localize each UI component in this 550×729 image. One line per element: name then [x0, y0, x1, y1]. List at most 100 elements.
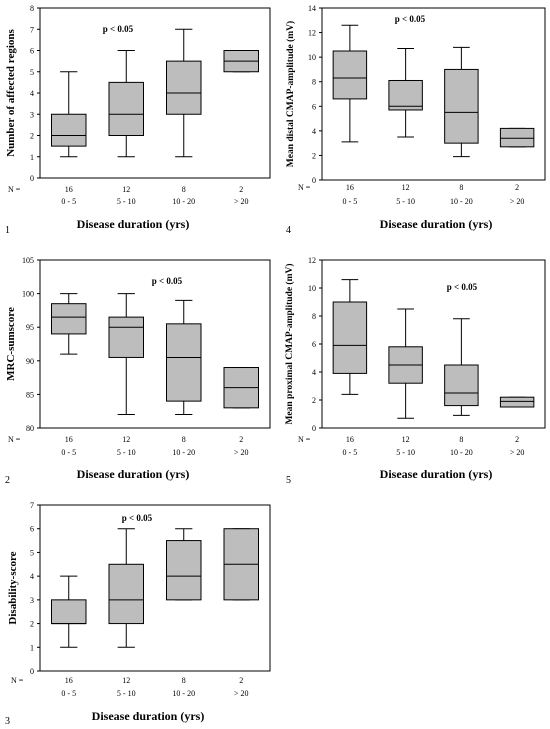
y-tick-label: 2	[312, 396, 316, 405]
box-3	[166, 299, 202, 416]
y-tick-label: 0	[312, 424, 316, 433]
box-iqr	[332, 50, 368, 100]
x-tick-label: 5 - 10	[117, 689, 136, 698]
panel-2: 80 85 90 95 100 105 16 0 - 5 12 5 - 10 8 10 - 20 2 > …	[5, 256, 271, 486]
box-iqr	[51, 599, 87, 625]
box-iqr	[332, 301, 368, 374]
y-tick-label: 0	[312, 176, 316, 185]
n-row-label: N =	[298, 435, 311, 444]
box-iqr	[51, 113, 87, 147]
box-1	[332, 24, 368, 143]
x-tick-label: 10 - 20	[450, 197, 473, 206]
y-tick-label: 2	[30, 620, 34, 629]
p-value-annotation: p < 0.05	[447, 282, 478, 292]
box-iqr	[166, 540, 202, 601]
y-tick-label: 0	[30, 174, 34, 183]
box-iqr	[51, 303, 87, 335]
x-tick-label: 0 - 5	[61, 197, 76, 206]
x-tick-label: > 20	[234, 448, 249, 457]
y-tick-label: 8	[312, 312, 316, 321]
y-axis-label: Mean distal CMAP-amplitude (mV)	[285, 21, 296, 167]
y-tick-label: 8	[30, 4, 34, 13]
y-tick-label: 1	[30, 643, 34, 652]
y-tick-label: 10	[308, 53, 316, 62]
box-iqr	[388, 79, 423, 111]
plot-frame	[321, 7, 546, 181]
n-value: 16	[65, 435, 73, 444]
y-axis-label: Disability-score	[7, 551, 19, 624]
y-tick-label: 90	[26, 357, 34, 366]
y-tick-label: 7	[30, 501, 34, 510]
box-1	[332, 279, 368, 395]
y-tick-label: 85	[26, 390, 34, 399]
x-tick-label: > 20	[234, 689, 249, 698]
box-2	[108, 50, 144, 158]
n-value: 2	[239, 435, 243, 444]
x-tick-label: 10 - 20	[172, 197, 195, 206]
panel-number: 3	[5, 716, 10, 727]
p-value-annotation: p < 0.05	[103, 24, 134, 34]
n-value: 12	[122, 185, 130, 194]
y-tick-label: 4	[312, 127, 316, 136]
box-2	[108, 293, 144, 416]
x-tick-label: > 20	[234, 197, 249, 206]
y-tick-label: 95	[26, 323, 34, 332]
p-value-annotation: p < 0.05	[122, 513, 153, 523]
x-axis-label: Disease duration (yrs)	[77, 217, 190, 231]
n-value: 8	[182, 435, 186, 444]
x-axis-label: Disease duration (yrs)	[92, 709, 205, 723]
box-iqr	[499, 127, 535, 148]
n-value: 8	[459, 435, 463, 444]
y-tick-label: 6	[312, 102, 316, 111]
y-tick-label: 4	[312, 368, 316, 377]
plot-frame	[39, 259, 271, 429]
n-row-label: N =	[8, 185, 21, 194]
x-tick-label: 0 - 5	[343, 197, 358, 206]
box-4	[499, 396, 535, 408]
n-value: 12	[402, 435, 410, 444]
box-3	[166, 28, 202, 158]
x-tick-label: > 20	[510, 197, 525, 206]
box-4	[223, 528, 259, 601]
y-tick-label: 12	[308, 256, 316, 265]
x-tick-label: > 20	[510, 448, 525, 457]
box-2	[388, 48, 423, 138]
y-tick-label: 2	[312, 151, 316, 160]
n-value: 2	[515, 435, 519, 444]
x-tick-label: 5 - 10	[396, 448, 415, 457]
n-value: 12	[122, 676, 130, 685]
x-tick-label: 0 - 5	[61, 448, 76, 457]
n-value: 12	[402, 183, 410, 192]
y-tick-label: 5	[30, 548, 34, 557]
y-axis-label: Mean proximal CMAP-amplitude (mV)	[284, 263, 295, 424]
p-value-annotation: p < 0.05	[152, 276, 183, 286]
y-tick-label: 3	[30, 110, 34, 119]
box-iqr	[166, 323, 202, 402]
y-tick-label: 80	[26, 424, 34, 433]
x-tick-label: 0 - 5	[343, 448, 358, 457]
y-tick-label: 100	[22, 290, 34, 299]
y-axis-label: MRC-sumscore	[5, 307, 17, 381]
y-tick-label: 14	[308, 4, 316, 13]
n-value: 16	[346, 183, 354, 192]
y-tick-label: 2	[30, 132, 34, 141]
n-value: 8	[459, 183, 463, 192]
y-tick-label: 1	[30, 153, 34, 162]
n-row-label: N =	[11, 676, 24, 685]
x-tick-label: 10 - 20	[172, 689, 195, 698]
n-value: 12	[122, 435, 130, 444]
y-tick-label: 10	[308, 284, 316, 293]
box-iqr	[499, 396, 535, 408]
y-tick-label: 0	[30, 667, 34, 676]
n-value: 8	[182, 676, 186, 685]
box-1	[51, 71, 87, 158]
n-value: 2	[515, 183, 519, 192]
y-tick-label: 6	[30, 47, 34, 56]
y-axis-label: Number of affected regions	[5, 28, 17, 156]
box-iqr	[108, 81, 144, 136]
x-tick-label: 5 - 10	[396, 197, 415, 206]
box-4	[223, 50, 259, 73]
n-value: 2	[239, 185, 243, 194]
n-row-label: N =	[8, 435, 21, 444]
